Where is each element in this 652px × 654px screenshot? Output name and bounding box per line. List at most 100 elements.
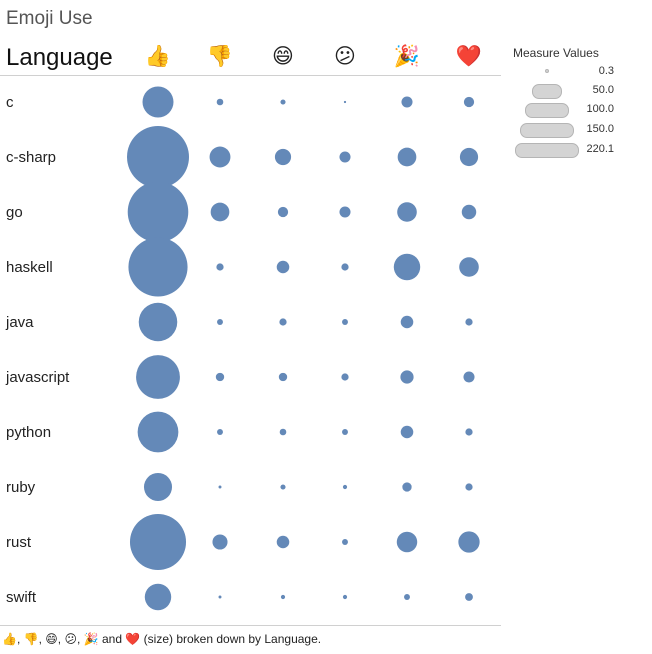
legend-value: 220.1 [586, 143, 614, 155]
bubble-c-sharp-smile[interactable] [274, 148, 292, 166]
bubble-swift-confused[interactable] [342, 594, 348, 600]
bubble-python-thumbs-up[interactable] [137, 411, 179, 453]
caption-thumbs-down-icon: 👎 [23, 632, 39, 646]
bubble-haskell-party[interactable] [393, 253, 421, 281]
bubble-java-thumbs-up[interactable] [138, 302, 178, 342]
col-header-heart-icon[interactable]: ❤️ [455, 45, 483, 68]
bubble-swift-thumbs-up[interactable] [144, 583, 172, 611]
bubble-javascript-heart[interactable] [463, 371, 475, 383]
bubble-c-thumbs-down[interactable] [216, 98, 224, 106]
bubble-javascript-party[interactable] [400, 370, 414, 384]
row-label-swift[interactable]: swift [6, 589, 36, 606]
caption-and: and [101, 632, 123, 646]
bubble-java-party[interactable] [400, 315, 414, 329]
col-header-thumbs-down-icon[interactable]: 👎 [206, 45, 234, 68]
row-label-go[interactable]: go [6, 204, 23, 221]
bubble-rust-smile[interactable] [276, 535, 290, 549]
bubble-haskell-thumbs-up[interactable] [128, 237, 188, 297]
chart-caption: 👍, 👎, 😄, 😕, 🎉 and ❤️ (size) broken down … [2, 632, 321, 646]
bubble-python-thumbs-down[interactable] [217, 429, 223, 435]
legend-size-swatch [532, 84, 562, 99]
row-label-c[interactable]: c [6, 94, 14, 111]
bubble-haskell-confused[interactable] [341, 263, 349, 271]
bubble-go-thumbs-up[interactable] [127, 181, 189, 243]
legend-item: 220.1 [512, 140, 614, 160]
bubble-haskell-smile[interactable] [276, 260, 290, 274]
row-label-python[interactable]: python [6, 424, 52, 441]
bubble-swift-smile[interactable] [280, 594, 286, 600]
bubble-swift-thumbs-down[interactable] [218, 595, 222, 599]
bubble-swift-heart[interactable] [465, 593, 473, 601]
caption-text: (size) broken down by Language. [143, 632, 322, 646]
caption-separator: , [16, 632, 21, 646]
bubble-rust-heart[interactable] [458, 531, 480, 553]
bubble-c-sharp-party[interactable] [397, 147, 417, 167]
row-label-ruby[interactable]: ruby [6, 479, 36, 496]
bubble-haskell-heart[interactable] [459, 257, 479, 277]
legend-item: 150.0 [512, 120, 614, 140]
bubble-swift-party[interactable] [404, 594, 410, 600]
caption-confused-icon: 😕 [64, 632, 77, 646]
caption-smile-icon: 😄 [45, 632, 58, 646]
legend-item: 50.0 [512, 81, 614, 101]
chart-marks-area [127, 86, 480, 611]
col-header-confused-icon[interactable]: 😕 [334, 45, 356, 68]
footer-divider [0, 625, 501, 626]
legend-value: 0.3 [598, 65, 614, 77]
bubble-python-party[interactable] [400, 425, 414, 439]
legend-size-swatch [520, 123, 574, 138]
col-header-smile-icon[interactable]: 😄 [272, 45, 294, 68]
bubble-python-confused[interactable] [342, 429, 348, 435]
bubble-c-smile[interactable] [280, 99, 286, 105]
bubble-go-smile[interactable] [277, 206, 289, 218]
caption-separator: , [38, 632, 42, 646]
bubble-c-thumbs-up[interactable] [142, 86, 174, 118]
bubble-rust-thumbs-down[interactable] [212, 534, 228, 550]
bubble-c-sharp-confused[interactable] [339, 151, 351, 163]
bubble-go-thumbs-down[interactable] [210, 202, 230, 222]
bubble-go-confused[interactable] [339, 206, 351, 218]
row-label-java[interactable]: java [6, 314, 34, 331]
bubble-c-heart[interactable] [463, 96, 475, 108]
legend-size-swatch [515, 143, 579, 158]
bubble-rust-party[interactable] [396, 531, 418, 553]
col-header-thumbs-up-icon[interactable]: 👍 [144, 45, 172, 68]
bubble-javascript-thumbs-up[interactable] [136, 355, 180, 399]
bubble-javascript-smile[interactable] [278, 372, 288, 382]
col-header-party-popper-icon[interactable]: 🎉 [393, 45, 421, 68]
bubble-haskell-thumbs-down[interactable] [216, 263, 224, 271]
bubble-c-sharp-heart[interactable] [459, 147, 479, 167]
bubble-python-heart[interactable] [465, 428, 473, 436]
bubble-ruby-thumbs-up[interactable] [143, 472, 173, 502]
bubble-ruby-party[interactable] [402, 482, 412, 492]
bubble-java-confused[interactable] [342, 319, 348, 325]
bubble-java-heart[interactable] [465, 318, 473, 326]
bubble-c-party[interactable] [401, 96, 413, 108]
bubble-ruby-smile[interactable] [280, 484, 286, 490]
bubble-ruby-thumbs-down[interactable] [218, 485, 222, 489]
caption-thumbs-up-icon: 👍 [2, 632, 17, 646]
chart-title: Emoji Use [6, 8, 93, 29]
bubble-javascript-confused[interactable] [341, 373, 349, 381]
row-label-haskell[interactable]: haskell [6, 259, 53, 276]
legend-size-swatch [545, 69, 549, 73]
bubble-c-sharp-thumbs-up[interactable] [127, 126, 189, 188]
legend-value: 50.0 [592, 84, 614, 96]
bubble-python-smile[interactable] [279, 428, 287, 436]
row-label-javascript[interactable]: javascript [6, 369, 70, 386]
legend-value: 150.0 [586, 123, 614, 135]
bubble-ruby-confused[interactable] [342, 484, 348, 490]
row-label-rust[interactable]: rust [6, 534, 32, 551]
legend-title: Measure Values [513, 46, 599, 60]
bubble-java-smile[interactable] [279, 318, 287, 326]
bubble-c-confused[interactable] [343, 100, 347, 104]
bubble-go-party[interactable] [397, 202, 417, 222]
row-label-c-sharp[interactable]: c-sharp [6, 149, 57, 166]
bubble-javascript-thumbs-down[interactable] [215, 372, 225, 382]
bubble-ruby-heart[interactable] [465, 483, 473, 491]
bubble-rust-confused[interactable] [342, 539, 348, 545]
bubble-java-thumbs-down[interactable] [217, 319, 223, 325]
bubble-c-sharp-thumbs-down[interactable] [209, 146, 231, 168]
bubble-go-heart[interactable] [461, 204, 477, 220]
bubble-rust-thumbs-up[interactable] [129, 513, 187, 571]
